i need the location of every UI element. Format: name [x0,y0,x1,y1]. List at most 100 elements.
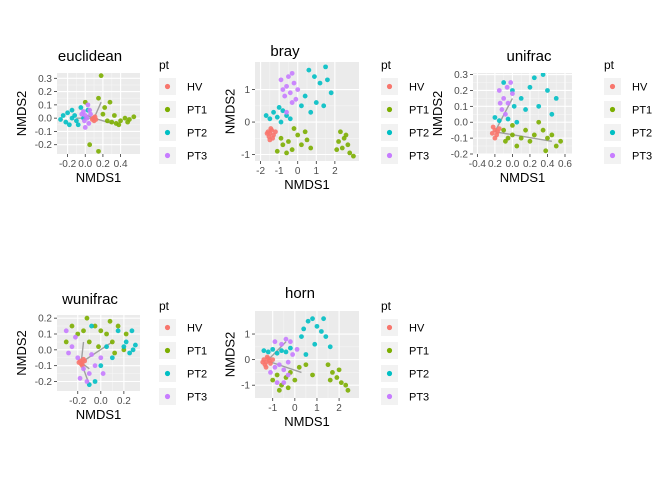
data-point-pt2 [287,116,293,122]
data-point-pt1 [295,132,301,138]
data-point-pt1 [299,142,304,148]
nmds-chart-0: -0.2 0.0 0.2 0.4-0.2-0.10.00.10.20.3euclide… [14,48,207,185]
data-point-pt1 [123,331,129,337]
data-point-pt2 [270,346,276,352]
x-axis-title: NMDS1 [284,177,330,192]
data-point-pt1 [125,119,131,125]
data-point-pt2 [127,350,133,356]
data-point-pt2 [313,100,319,105]
legend-label-pt1: PT1 [632,105,652,117]
data-point-pt2 [280,108,286,114]
legend-label-pt1: PT1 [187,346,207,358]
legend-title: pt [159,58,170,72]
data-point-pt1 [351,153,356,159]
x-axis-title: NMDS1 [76,407,122,422]
data-point-pt3 [497,100,503,106]
data-point-pt1 [523,127,528,133]
data-point-pt1 [291,126,297,131]
data-point-pt1 [111,113,117,118]
data-point-hv [263,364,269,370]
data-point-pt2 [523,107,528,112]
data-point-pt1 [338,129,343,135]
data-point-pt2 [267,116,273,122]
data-point-pt2 [310,316,315,322]
data-point-pt3 [73,334,78,340]
data-point-pt1 [96,344,101,350]
legend-label-hv: HV [409,82,425,94]
data-point-pt2 [65,110,70,116]
data-point-pt2 [274,114,280,120]
data-point-pt1 [545,135,550,141]
data-point-pt1 [86,339,92,345]
data-point-hv [490,124,496,130]
data-point-pt3 [98,355,104,361]
legend-label-hv: HV [409,323,425,335]
legend-key-dot-pt1 [386,347,393,354]
data-point-pt3 [505,100,511,106]
data-point-pt3 [279,341,284,347]
data-point-pt2 [323,334,329,339]
data-point-pt2 [129,328,135,334]
data-point-pt1 [63,339,69,345]
y-tick-label: -0.1 [35,127,53,138]
data-point-hv [270,357,276,363]
data-point-pt3 [285,359,291,365]
data-point-pt1 [116,122,122,128]
data-point-pt3 [82,125,88,130]
data-point-pt2 [109,355,115,361]
legend-label-pt1: PT1 [187,105,207,117]
x-tick-label: 0.4 [114,159,128,170]
legend-label-pt1: PT1 [409,346,429,358]
legend-label-hv: HV [632,82,648,94]
data-point-pt3 [276,362,282,368]
x-tick-label: -0.2 [59,159,77,170]
data-point-pt2 [531,75,537,81]
data-point-pt3 [290,352,296,357]
y-tick-label: 0.0 [38,114,52,125]
y-tick-label: 0.3 [454,70,468,81]
data-point-pt1 [343,132,349,138]
y-tick-label: -0.1 [35,361,53,372]
data-point-pt3 [63,328,69,334]
data-point-pt2 [98,363,104,369]
data-point-pt1 [518,135,524,141]
data-point-pt3 [286,74,291,80]
data-point-pt3 [86,371,92,376]
legend-key-dot-hv [386,324,393,331]
legend-key-dot-pt2 [164,370,171,377]
data-point-pt3 [283,336,289,342]
data-point-pt3 [508,80,514,85]
data-point-pt1 [107,99,113,105]
data-point-pt3 [85,102,91,108]
x-tick-label: 0 [292,403,298,414]
x-tick-label: -2 [256,166,265,177]
x-tick-label: 0.0 [94,396,108,407]
data-point-pt2 [75,122,81,128]
data-point-pt2 [66,122,72,128]
data-point-pt1 [304,137,310,143]
data-point-pt1 [87,142,93,148]
x-tick-label: 1 [314,166,320,177]
y-tick-label: 0 [244,355,250,366]
legend-label-pt3: PT3 [409,392,429,404]
x-tick-label: -1 [268,403,277,414]
legend-key-dot-pt2 [386,129,393,136]
data-point-pt2 [492,115,498,120]
legend-key-dot-pt3 [386,393,393,400]
y-tick-label: 1 [244,85,250,96]
data-point-pt1 [104,118,110,124]
data-point-pt2 [553,96,559,101]
data-point-pt1 [330,370,335,375]
data-point-pt1 [112,350,118,356]
chart-title: unifrac [506,48,552,65]
data-point-pt2 [312,74,317,80]
x-tick-label: 0.2 [488,159,502,170]
data-point-pt1 [284,150,289,156]
legend-key-dot-pt1 [164,106,171,113]
data-point-pt2 [63,119,69,125]
data-point-pt1 [109,119,115,125]
y-tick-label: 0.2 [38,87,52,98]
data-point-hv [91,115,97,121]
legend-title: pt [159,299,170,313]
